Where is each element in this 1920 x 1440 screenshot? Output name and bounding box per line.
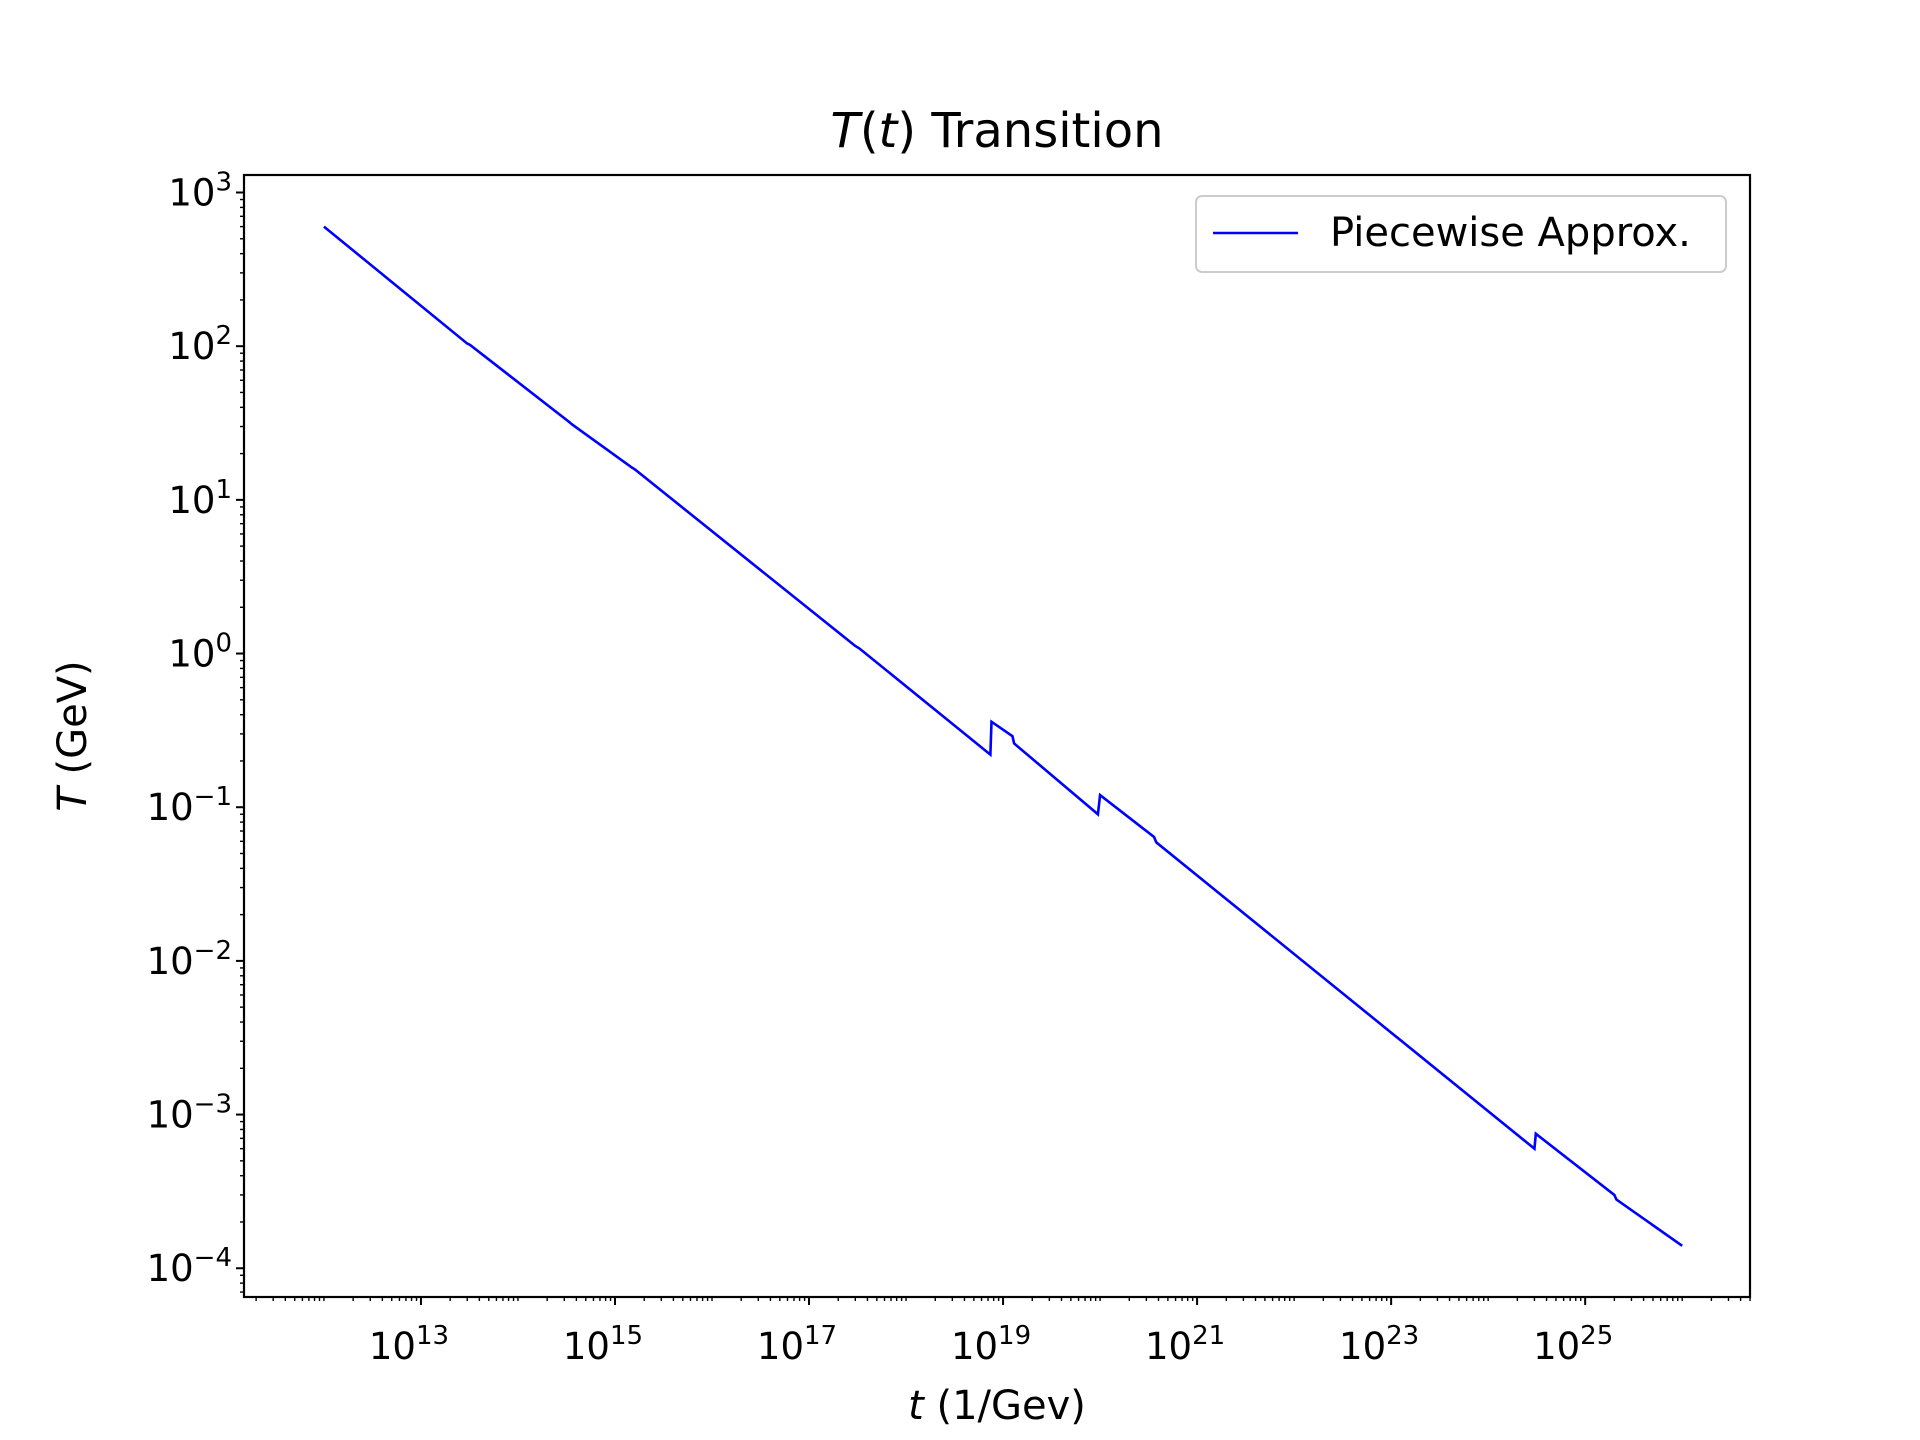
y-tick-label: 10−2	[147, 936, 232, 983]
plot-frame	[242, 173, 1752, 1299]
x-tick-label: 1023	[1339, 1321, 1419, 1368]
y-tick-label: 100	[168, 629, 232, 676]
x-tick-label: 1019	[951, 1321, 1031, 1368]
y-tick-label: 101	[168, 475, 232, 522]
series-line-0	[323, 225, 1683, 1247]
y-tick-label: 10−4	[147, 1243, 232, 1290]
legend: Piecewise Approx.	[1195, 195, 1727, 273]
y-tick-label: 102	[168, 321, 232, 368]
x-tick-label: 1025	[1533, 1321, 1613, 1368]
x-tick-label: 1015	[563, 1321, 643, 1368]
y-tick-label: 10−1	[147, 782, 232, 829]
plot-area	[323, 225, 1683, 1247]
chart-title: T(t) Transition	[830, 103, 1163, 159]
x-tick-label: 1013	[369, 1321, 449, 1368]
x-tick-label: 1021	[1145, 1321, 1225, 1368]
y-tick-label: 103	[168, 168, 232, 215]
legend-label: Piecewise Approx.	[1330, 210, 1691, 256]
y-tick-label: 10−3	[147, 1090, 232, 1137]
x-axis-label: t (1/Gev)	[908, 1383, 1086, 1429]
legend-box	[1195, 195, 1727, 273]
y-axis-label: T (GeV)	[50, 660, 96, 811]
x-tick-label: 1017	[757, 1321, 837, 1368]
